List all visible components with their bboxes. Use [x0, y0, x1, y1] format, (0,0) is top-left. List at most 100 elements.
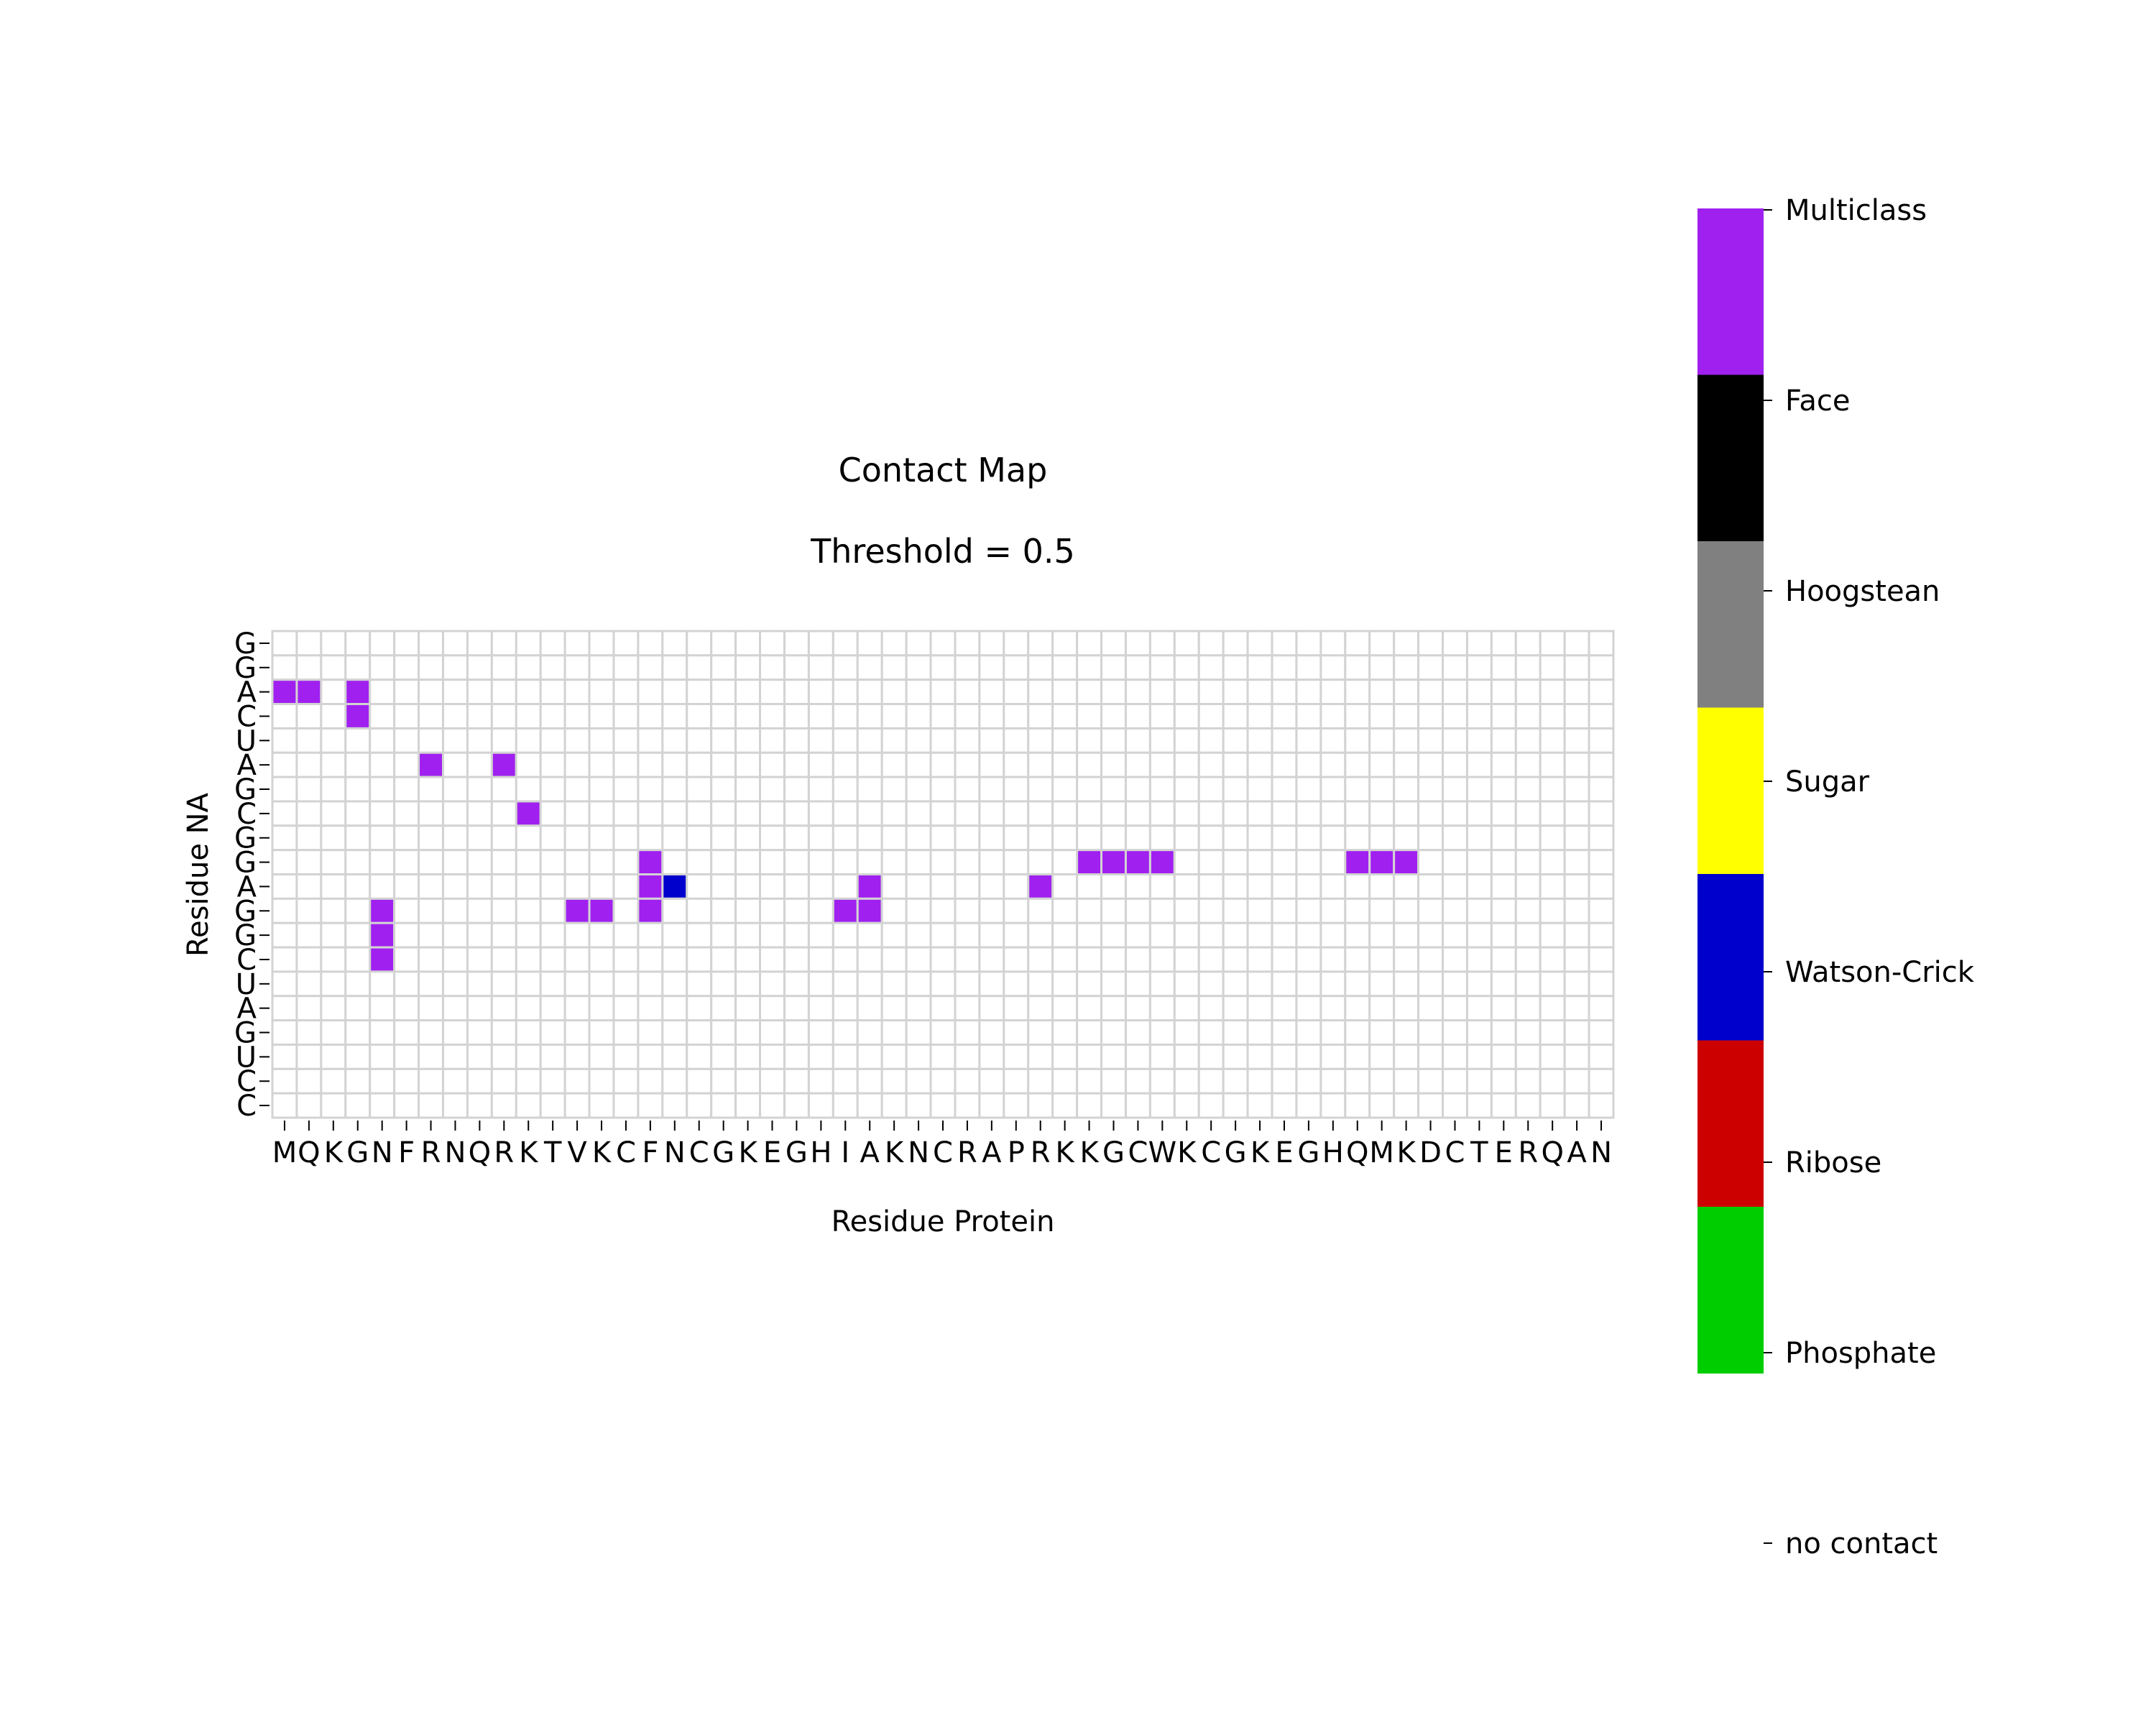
empty-cell — [1514, 654, 1542, 681]
empty-cell — [490, 678, 517, 706]
empty-cell — [1514, 630, 1542, 657]
x-tick-label: A — [860, 1136, 880, 1169]
empty-cell — [1514, 727, 1542, 754]
empty-cell — [1173, 678, 1200, 706]
empty-cell — [588, 921, 615, 949]
empty-cell — [686, 678, 713, 706]
empty-cell — [1148, 1019, 1176, 1046]
x-tick-label: E — [1275, 1136, 1293, 1169]
empty-cell — [344, 873, 372, 900]
empty-cell — [1465, 873, 1493, 900]
empty-cell — [1076, 678, 1103, 706]
empty-cell — [807, 727, 834, 754]
empty-cell — [1393, 946, 1420, 973]
empty-cell — [637, 630, 664, 657]
empty-cell — [1490, 921, 1517, 949]
empty-cell — [490, 897, 517, 924]
empty-cell — [441, 873, 469, 900]
y-tick-label: U — [236, 968, 257, 1001]
empty-cell — [588, 995, 615, 1022]
empty-cell — [710, 630, 737, 657]
empty-cell — [1027, 946, 1054, 973]
empty-cell — [1465, 1043, 1493, 1070]
empty-cell — [1319, 654, 1347, 681]
empty-cell — [612, 654, 640, 681]
empty-cell — [612, 1019, 640, 1046]
legend-label: Multiclass — [1785, 194, 1927, 227]
empty-cell — [1246, 751, 1273, 778]
empty-cell — [783, 654, 810, 681]
empty-cell — [710, 1067, 737, 1095]
empty-cell — [1295, 1092, 1322, 1119]
empty-cell — [1027, 921, 1054, 949]
empty-cell — [1514, 995, 1542, 1022]
empty-cell — [612, 703, 640, 730]
empty-cell — [1003, 921, 1030, 949]
empty-cell — [1563, 921, 1590, 949]
empty-cell — [1027, 727, 1054, 754]
empty-cell — [418, 630, 444, 657]
empty-cell — [418, 873, 444, 900]
empty-cell — [1490, 751, 1517, 778]
empty-cell — [905, 1019, 932, 1046]
empty-cell — [1003, 897, 1030, 924]
empty-cell — [1319, 1092, 1347, 1119]
empty-cell — [320, 995, 347, 1022]
empty-cell — [563, 800, 591, 827]
empty-cell — [1003, 1067, 1030, 1095]
x-tick-label: M — [1369, 1136, 1394, 1169]
empty-cell — [1148, 678, 1176, 706]
empty-cell — [1465, 800, 1493, 827]
empty-cell — [466, 800, 493, 827]
empty-cell — [661, 849, 688, 876]
x-tick-label: Q — [1346, 1136, 1368, 1169]
empty-cell — [1100, 800, 1127, 827]
empty-cell — [271, 800, 298, 827]
empty-cell — [710, 849, 737, 876]
empty-cell — [1124, 873, 1151, 900]
empty-cell — [1514, 873, 1542, 900]
empty-cell — [807, 897, 834, 924]
empty-cell — [929, 1043, 957, 1070]
empty-cell — [393, 1067, 420, 1095]
empty-cell — [929, 921, 957, 949]
empty-cell — [1539, 1067, 1566, 1095]
empty-cell — [1197, 970, 1225, 998]
empty-cell — [1222, 751, 1249, 778]
empty-cell — [759, 995, 786, 1022]
empty-cell — [759, 703, 786, 730]
empty-cell — [1417, 995, 1445, 1022]
empty-cell — [1417, 1067, 1445, 1095]
empty-cell — [1003, 703, 1030, 730]
empty-cell — [1393, 630, 1420, 657]
empty-cell — [441, 849, 469, 876]
empty-cell — [1027, 1092, 1054, 1119]
empty-cell — [1271, 1043, 1298, 1070]
empty-cell — [1197, 946, 1225, 973]
empty-cell — [295, 703, 323, 730]
empty-cell — [418, 1067, 444, 1095]
empty-cell — [1027, 1043, 1054, 1070]
empty-cell — [856, 678, 883, 706]
empty-cell — [1027, 970, 1054, 998]
empty-cell — [856, 800, 883, 827]
empty-cell — [1100, 873, 1127, 900]
empty-cell — [612, 897, 640, 924]
empty-cell — [1539, 995, 1566, 1022]
empty-cell — [539, 1067, 566, 1095]
empty-cell — [1442, 654, 1468, 681]
empty-cell — [490, 1043, 517, 1070]
empty-cell — [710, 921, 737, 949]
empty-cell — [1246, 1019, 1273, 1046]
empty-cell — [1539, 970, 1566, 998]
empty-cell — [929, 824, 957, 852]
empty-cell — [612, 630, 640, 657]
empty-cell — [686, 630, 713, 657]
empty-cell — [1003, 946, 1030, 973]
empty-cell — [783, 630, 810, 657]
empty-cell — [1563, 654, 1590, 681]
empty-cell — [1222, 1092, 1249, 1119]
empty-cell — [954, 824, 981, 852]
empty-cell — [759, 1092, 786, 1119]
